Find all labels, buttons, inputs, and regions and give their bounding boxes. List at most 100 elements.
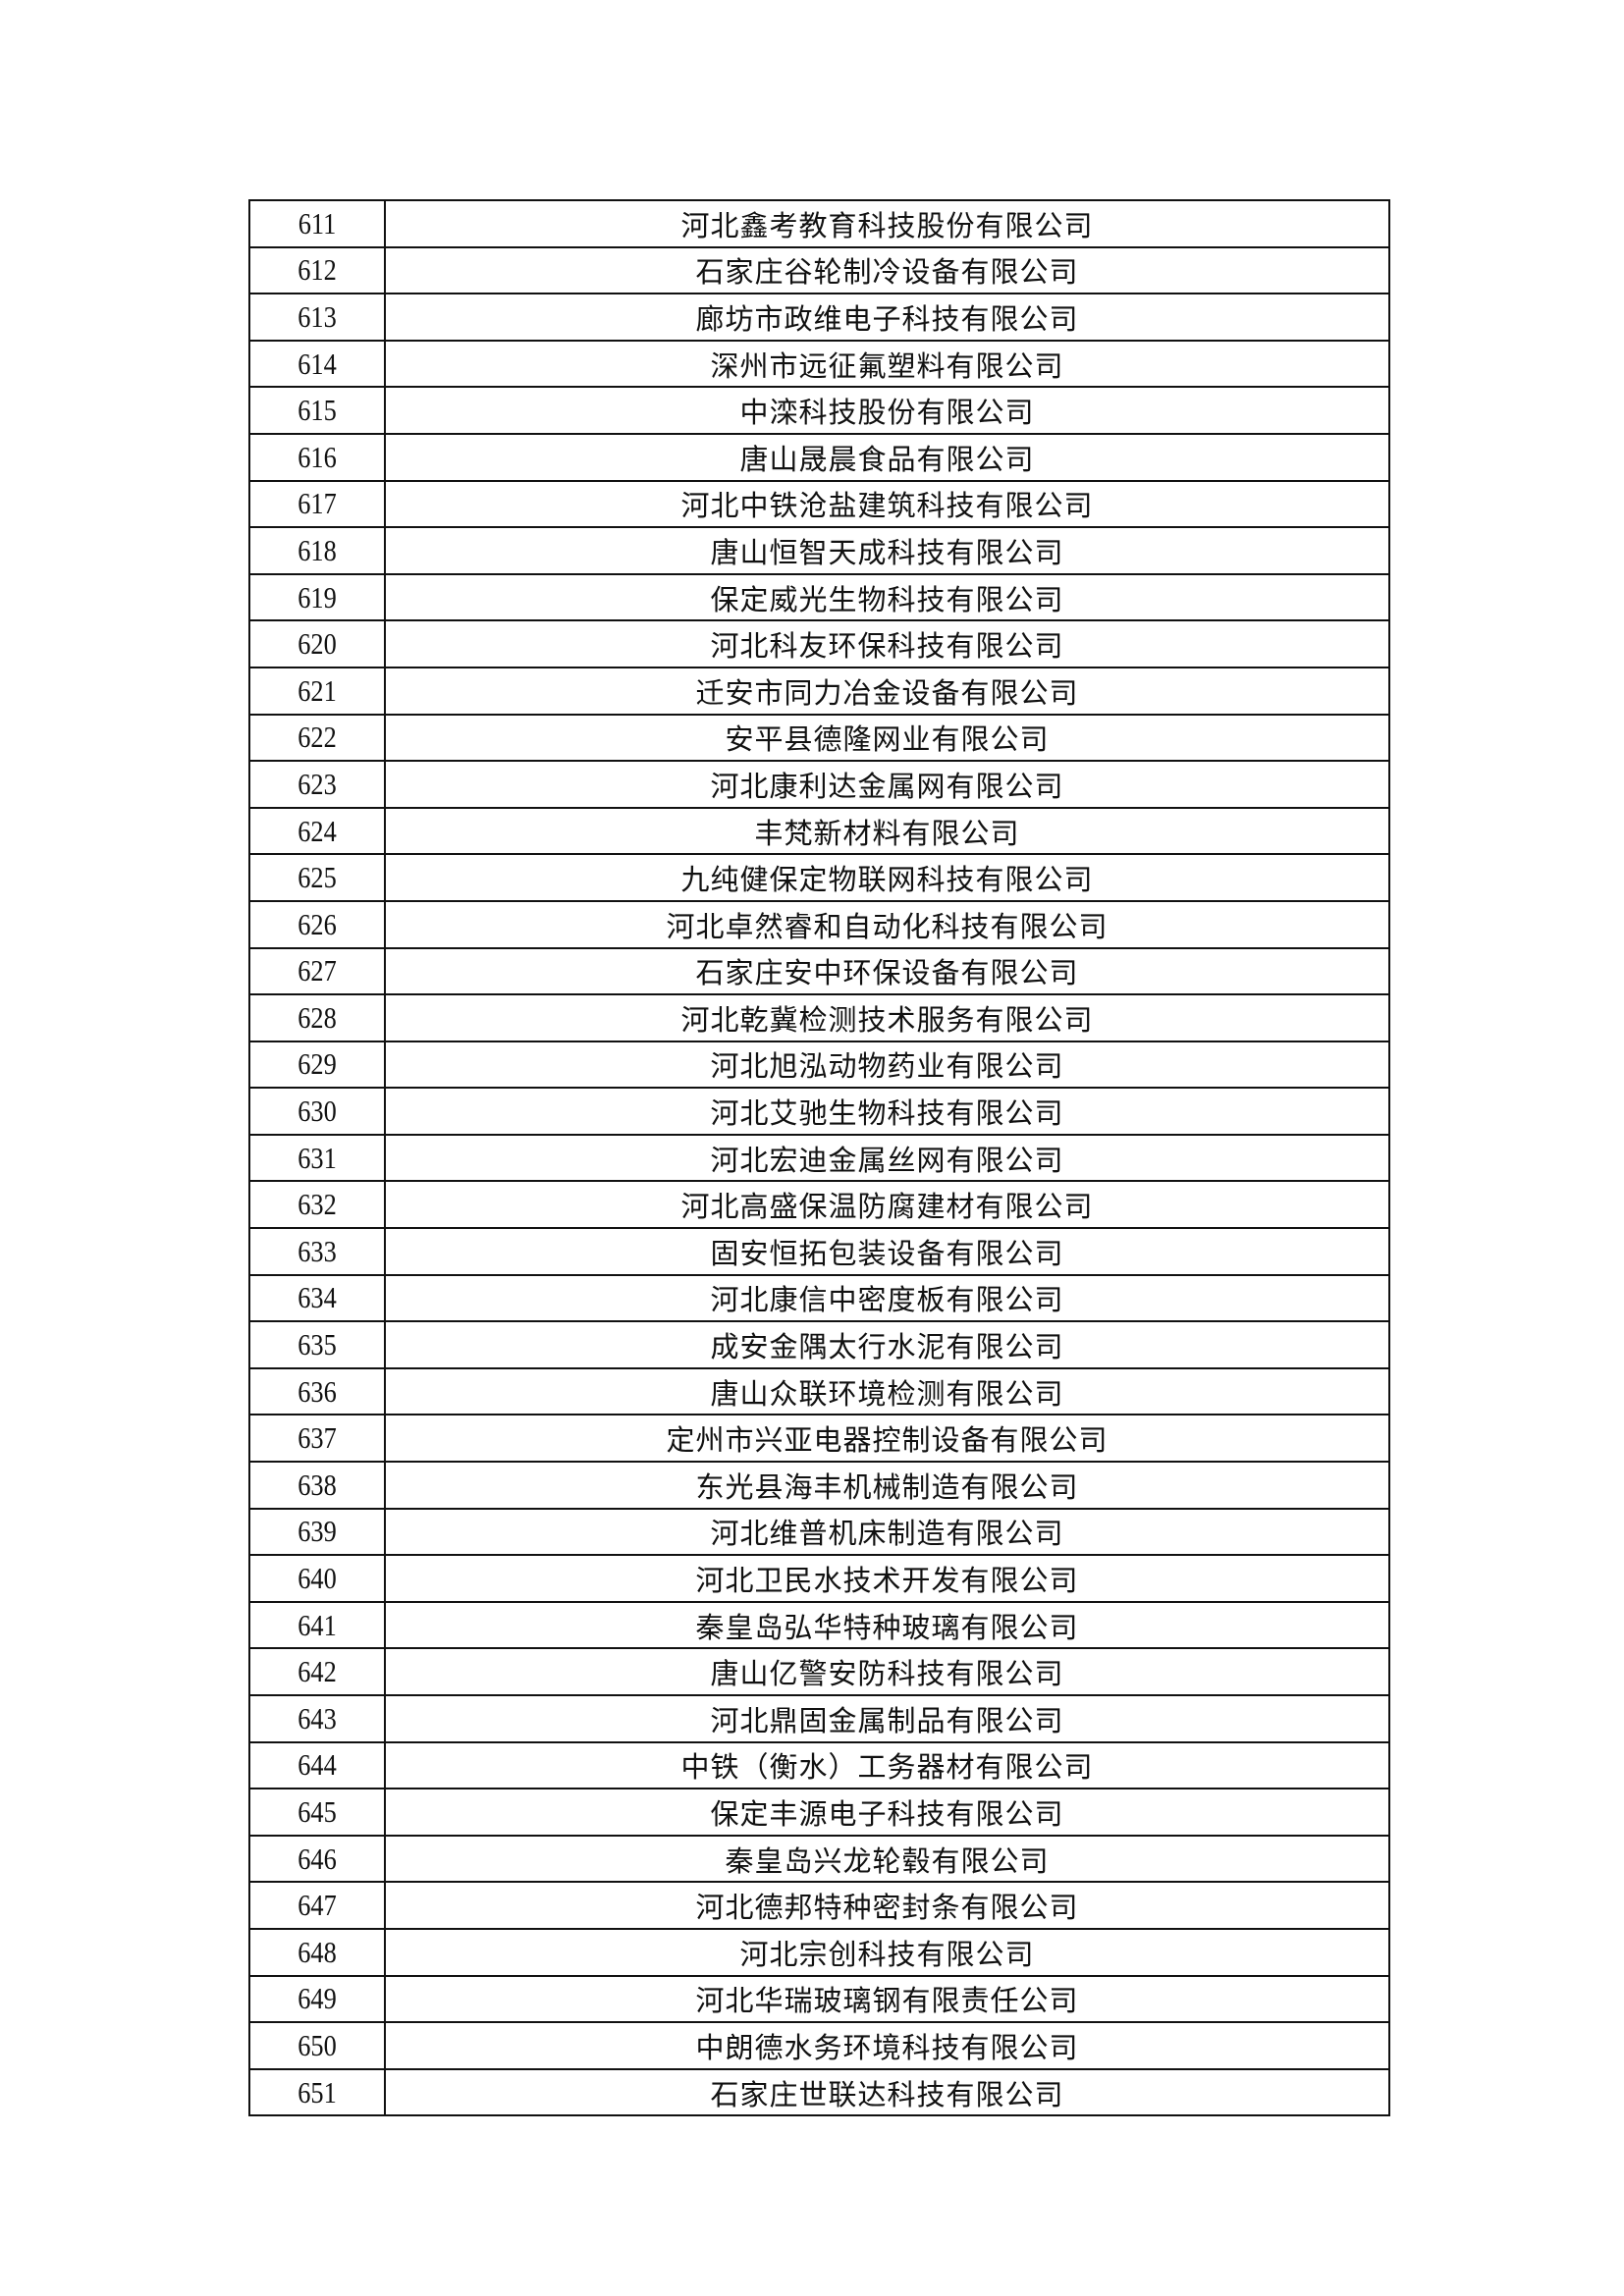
table-row: 628 河北乾冀检测技术服务有限公司	[249, 993, 1390, 1042]
company-name: 河北卫民水技术开发有限公司	[384, 1554, 1390, 1603]
row-number: 611	[258, 199, 376, 248]
table-row: 633 固安恒拓包装设备有限公司	[249, 1227, 1390, 1276]
table-row: 640 河北卫民水技术开发有限公司	[249, 1554, 1390, 1603]
company-name: 河北康利达金属网有限公司	[384, 760, 1390, 809]
table-row: 627 石家庄安中环保设备有限公司	[249, 946, 1390, 996]
company-name: 安平县德隆网业有限公司	[384, 713, 1390, 763]
company-name: 秦皇岛弘华特种玻璃有限公司	[384, 1600, 1390, 1650]
company-list-table: 611 河北鑫考教育科技股份有限公司 612 石家庄谷轮制冷设备有限公司 613 廊坊市政…	[248, 199, 1390, 2117]
table-row: 648 河北宗创科技有限公司	[249, 1927, 1390, 1977]
table-row: 614 深州市远征氟塑料有限公司	[249, 339, 1390, 389]
row-number: 632	[258, 1180, 376, 1230]
row-number: 627	[258, 946, 376, 996]
table-row: 616 唐山晟晨食品有限公司	[249, 432, 1390, 482]
row-number: 623	[258, 760, 376, 809]
table-row: 643 河北鼎固金属制品有限公司	[249, 1694, 1390, 1743]
row-number: 630	[258, 1087, 376, 1136]
table-row: 650 中朗德水务环境科技有限公司	[249, 2021, 1390, 2070]
table-row: 639 河北维普机床制造有限公司	[249, 1507, 1390, 1557]
company-name: 中滦科技股份有限公司	[384, 386, 1390, 435]
company-name: 河北鑫考教育科技股份有限公司	[384, 199, 1390, 248]
company-name: 河北宏迪金属丝网有限公司	[384, 1133, 1390, 1183]
table-row: 613 廊坊市政维电子科技有限公司	[249, 293, 1390, 342]
table-row: 638 东光县海丰机械制造有限公司	[249, 1461, 1390, 1510]
company-name: 唐山亿警安防科技有限公司	[384, 1647, 1390, 1696]
company-name: 成安金隅太行水泥有限公司	[384, 1320, 1390, 1369]
table-row: 629 河北旭泓动物药业有限公司	[249, 1040, 1390, 1090]
company-name: 唐山晟晨食品有限公司	[384, 432, 1390, 482]
table-row: 612 石家庄谷轮制冷设备有限公司	[249, 245, 1390, 295]
company-name: 河北德邦特种密封条有限公司	[384, 1881, 1390, 1930]
row-number: 624	[258, 806, 376, 856]
table-row: 647 河北德邦特种密封条有限公司	[249, 1881, 1390, 1930]
company-name: 石家庄世联达科技有限公司	[384, 2067, 1390, 2117]
row-number: 636	[258, 1366, 376, 1416]
row-number: 634	[258, 1273, 376, 1323]
company-name: 丰梵新材料有限公司	[384, 806, 1390, 856]
company-name: 迁安市同力冶金设备有限公司	[384, 666, 1390, 716]
row-number: 650	[258, 2021, 376, 2070]
row-number: 647	[258, 1881, 376, 1930]
company-name: 河北乾冀检测技术服务有限公司	[384, 993, 1390, 1042]
table-row: 615 中滦科技股份有限公司	[249, 386, 1390, 435]
company-name: 保定丰源电子科技有限公司	[384, 1788, 1390, 1837]
row-number: 643	[258, 1694, 376, 1743]
company-name: 河北科友环保科技有限公司	[384, 619, 1390, 668]
table-row: 630 河北艾驰生物科技有限公司	[249, 1087, 1390, 1136]
table-row: 624 丰梵新材料有限公司	[249, 806, 1390, 856]
row-number: 642	[258, 1647, 376, 1696]
table-row: 646 秦皇岛兴龙轮毂有限公司	[249, 1834, 1390, 1884]
company-name: 河北康信中密度板有限公司	[384, 1273, 1390, 1323]
row-number: 639	[258, 1507, 376, 1557]
company-name: 河北卓然睿和自动化科技有限公司	[384, 899, 1390, 949]
row-number: 619	[258, 572, 376, 622]
company-name: 廊坊市政维电子科技有限公司	[384, 293, 1390, 342]
company-name: 保定威光生物科技有限公司	[384, 572, 1390, 622]
table-row: 620 河北科友环保科技有限公司	[249, 619, 1390, 668]
table-row: 635 成安金隅太行水泥有限公司	[249, 1320, 1390, 1369]
table-row: 611 河北鑫考教育科技股份有限公司	[249, 199, 1390, 248]
table-row: 645 保定丰源电子科技有限公司	[249, 1788, 1390, 1837]
row-number: 626	[258, 899, 376, 949]
table-row: 634 河北康信中密度板有限公司	[249, 1273, 1390, 1323]
table-row: 641 秦皇岛弘华特种玻璃有限公司	[249, 1600, 1390, 1650]
company-name: 河北高盛保温防腐建材有限公司	[384, 1180, 1390, 1230]
table-row: 618 唐山恒智天成科技有限公司	[249, 526, 1390, 575]
row-number: 617	[258, 479, 376, 529]
row-number: 628	[258, 993, 376, 1042]
company-name: 河北鼎固金属制品有限公司	[384, 1694, 1390, 1743]
company-name: 定州市兴亚电器控制设备有限公司	[384, 1414, 1390, 1464]
row-number: 629	[258, 1040, 376, 1090]
row-number: 641	[258, 1600, 376, 1650]
row-number: 645	[258, 1788, 376, 1837]
row-number: 638	[258, 1461, 376, 1510]
table-row: 644 中铁（衡水）工务器材有限公司	[249, 1740, 1390, 1790]
row-number: 637	[258, 1414, 376, 1464]
company-name: 固安恒拓包装设备有限公司	[384, 1227, 1390, 1276]
row-number: 613	[258, 293, 376, 342]
company-name: 东光县海丰机械制造有限公司	[384, 1461, 1390, 1510]
company-name: 河北华瑞玻璃钢有限责任公司	[384, 1974, 1390, 2024]
company-name: 深州市远征氟塑料有限公司	[384, 339, 1390, 389]
row-number: 615	[258, 386, 376, 435]
company-name: 河北维普机床制造有限公司	[384, 1507, 1390, 1557]
table-row: 625 九纯健保定物联网科技有限公司	[249, 853, 1390, 902]
row-number: 646	[258, 1834, 376, 1884]
company-name: 唐山恒智天成科技有限公司	[384, 526, 1390, 575]
table-row: 626 河北卓然睿和自动化科技有限公司	[249, 899, 1390, 949]
row-number: 622	[258, 713, 376, 763]
row-number: 612	[258, 245, 376, 295]
table-body: 611 河北鑫考教育科技股份有限公司 612 石家庄谷轮制冷设备有限公司 613 廊坊市政…	[249, 199, 1390, 2117]
table-row: 636 唐山众联环境检测有限公司	[249, 1366, 1390, 1416]
table-row: 637 定州市兴亚电器控制设备有限公司	[249, 1414, 1390, 1464]
company-name: 中朗德水务环境科技有限公司	[384, 2021, 1390, 2070]
table-row: 631 河北宏迪金属丝网有限公司	[249, 1133, 1390, 1183]
company-name: 河北宗创科技有限公司	[384, 1927, 1390, 1977]
row-number: 644	[258, 1740, 376, 1790]
row-number: 649	[258, 1974, 376, 2024]
row-number: 620	[258, 619, 376, 668]
table-row: 621 迁安市同力冶金设备有限公司	[249, 666, 1390, 716]
row-number: 635	[258, 1320, 376, 1369]
row-number: 614	[258, 339, 376, 389]
row-number: 648	[258, 1927, 376, 1977]
